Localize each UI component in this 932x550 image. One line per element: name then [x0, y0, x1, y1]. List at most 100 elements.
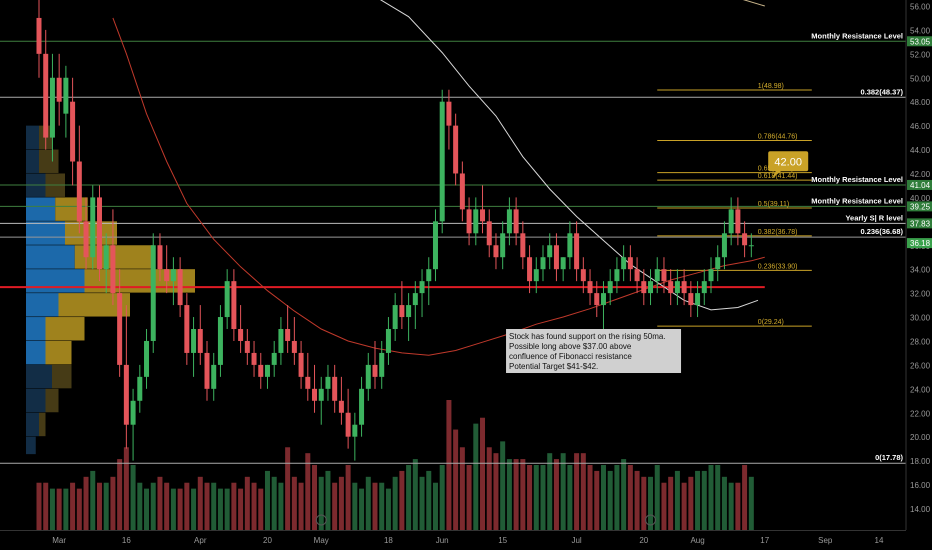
candle-body: [83, 221, 89, 258]
candle: [305, 352, 311, 401]
volume-bar: [674, 470, 680, 530]
moving-averages: [112, 0, 765, 356]
volume-bar: [238, 488, 244, 530]
volume-bar: [486, 447, 492, 530]
candle-body: [191, 329, 197, 353]
candle-body: [332, 376, 338, 401]
candle-body: [480, 209, 486, 222]
candle-body: [130, 400, 136, 425]
volume-bar: [688, 476, 694, 530]
candle-body: [285, 329, 291, 341]
volume-bar: [70, 482, 76, 530]
candle-body: [446, 101, 452, 126]
time-tick-label: 15: [498, 536, 507, 545]
volume-bar: [742, 465, 748, 530]
volume-bar: [513, 459, 519, 530]
candle-body: [553, 245, 559, 270]
candle-body: [359, 388, 365, 425]
candle: [627, 245, 633, 282]
volume-bar: [392, 476, 398, 530]
candle-body: [735, 209, 741, 234]
candle-body: [533, 269, 539, 282]
candle-body: [715, 257, 721, 270]
volume-bar: [634, 470, 640, 530]
fib-level-label: 0.5(39.11): [758, 201, 789, 208]
candle-body: [574, 233, 580, 270]
volume-profile-row: [26, 317, 46, 341]
candle-body: [412, 293, 418, 306]
volume-bar: [204, 482, 210, 530]
candle-body: [103, 245, 109, 270]
candle-body: [432, 221, 438, 270]
level-axis-label: 53.05: [910, 37, 931, 46]
candle-body: [90, 197, 96, 258]
candle: [123, 305, 129, 449]
candle: [695, 281, 701, 318]
time-tick-label: 18: [384, 536, 393, 545]
candle: [150, 233, 156, 353]
candle: [177, 257, 183, 318]
candle: [553, 233, 559, 282]
candle-body: [110, 245, 116, 294]
volume-bar: [332, 482, 338, 530]
volume-profile-row: [45, 340, 72, 365]
volume-bar: [399, 470, 405, 530]
volume-bar: [527, 465, 533, 530]
volume-bar: [695, 470, 701, 530]
price-tick-label: 16.00: [910, 481, 931, 490]
candle: [191, 317, 197, 377]
volume-bar: [412, 459, 418, 530]
candlesticks[interactable]: [36, 0, 754, 461]
candle: [654, 257, 660, 294]
candle-body: [567, 233, 573, 258]
candle-body: [728, 209, 734, 234]
candle-body: [70, 101, 76, 162]
volume-bar: [641, 476, 647, 530]
price-tick-label: 18.00: [910, 457, 931, 466]
candle-body: [473, 209, 479, 234]
candle: [721, 221, 727, 270]
volume-bar: [681, 482, 687, 530]
volume-bar: [661, 482, 667, 530]
candle: [217, 305, 223, 377]
candle: [224, 269, 230, 330]
candle-body: [580, 269, 586, 282]
volume-profile-row: [55, 197, 88, 221]
level-label: 0.382(48.37): [860, 87, 903, 96]
volume-bar: [500, 441, 506, 530]
volume-bar: [473, 423, 479, 530]
candle: [130, 388, 136, 461]
candle: [359, 376, 365, 437]
candle: [641, 269, 647, 306]
candle: [184, 293, 190, 365]
candle-body: [681, 281, 687, 294]
candle: [285, 305, 291, 353]
volume-bar: [560, 453, 566, 530]
candle: [661, 257, 667, 294]
volume-bar: [177, 488, 183, 530]
candle-body: [271, 352, 277, 365]
fibonacci-retracement: 1(48.98)0.786(44.76)0.65(42.07)0.618(41.…: [657, 83, 812, 327]
volume-bar: [244, 476, 250, 530]
candle-body: [157, 245, 163, 270]
candle: [506, 197, 512, 246]
target-callout-pointer: [772, 170, 783, 179]
candle: [90, 185, 96, 270]
candle-body: [668, 281, 674, 294]
volume-profile-row: [39, 412, 46, 437]
level-label: 0.236(36.68): [860, 227, 903, 236]
candle-body: [170, 269, 176, 282]
candle-body: [627, 257, 633, 270]
candle-body: [264, 364, 270, 377]
volume-bar: [305, 453, 311, 530]
candle: [399, 281, 405, 330]
fib-level-label: 0(29.24): [758, 319, 784, 326]
fib-level-label: 0.786(44.76): [758, 133, 798, 140]
target-callout-text: 42.00: [774, 156, 802, 168]
candle: [43, 29, 49, 150]
level-label: Yearly S| R level: [845, 213, 903, 222]
price-tick-label: 34.00: [910, 266, 931, 275]
time-axis: Mar 16 Apr 20 May 18 Jun 15 Jul 20 Aug 17 Sep 14: [0, 530, 906, 545]
volume-bar: [359, 488, 365, 530]
